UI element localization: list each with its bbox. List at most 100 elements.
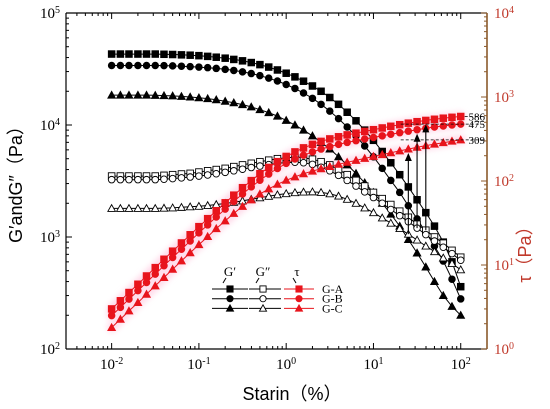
- data-point: [456, 265, 466, 274]
- data-point: [343, 131, 351, 139]
- data-point: [264, 184, 274, 193]
- data-point: [107, 50, 116, 58]
- crossover-arrowhead-g-b: [413, 133, 421, 142]
- legend-header: τ: [294, 264, 299, 279]
- data-point: [134, 50, 142, 58]
- data-point: [413, 117, 421, 126]
- data-point: [238, 68, 247, 76]
- data-point: [291, 148, 299, 156]
- data-point: [395, 146, 405, 155]
- data-point: [334, 171, 343, 180]
- data-point: [186, 231, 194, 239]
- data-point: [282, 69, 290, 77]
- data-point: [194, 93, 204, 102]
- data-point: [386, 209, 396, 218]
- data-point: [203, 93, 213, 103]
- y-left-tick-label: 105: [40, 5, 60, 23]
- data-point: [291, 84, 299, 93]
- data-point: [387, 122, 395, 131]
- y-right-tick-label: 101: [494, 257, 514, 275]
- data-point: [368, 207, 379, 217]
- data-point: [230, 191, 238, 199]
- data-point: [378, 164, 386, 173]
- data-point: [290, 172, 300, 181]
- data-point: [326, 93, 334, 102]
- data-point: [352, 136, 360, 145]
- data-point: [430, 123, 439, 131]
- data-point: [264, 74, 273, 82]
- data-point: [317, 87, 325, 96]
- data-point: [116, 297, 125, 305]
- data-point: [281, 175, 291, 184]
- data-point: [168, 247, 177, 255]
- data-point: [448, 249, 456, 258]
- data-point: [247, 183, 256, 191]
- data-point: [125, 295, 133, 303]
- data-point: [124, 90, 134, 99]
- data-point: [159, 203, 169, 212]
- data-point: [160, 261, 168, 270]
- data-point: [429, 276, 440, 286]
- data-point: [256, 169, 264, 178]
- data-point: [395, 120, 404, 129]
- data-point: [195, 172, 203, 180]
- data-point: [238, 57, 247, 65]
- data-point: [221, 199, 229, 207]
- data-point: [299, 151, 308, 159]
- data-point: [273, 157, 282, 166]
- data-point: [439, 114, 448, 122]
- data-point: [299, 89, 308, 97]
- data-point: [343, 108, 351, 116]
- data-point: [326, 107, 334, 115]
- data-point: [351, 155, 361, 164]
- data-point: [229, 208, 239, 217]
- data-point: [168, 253, 177, 262]
- data-point: [325, 189, 335, 198]
- data-point: [238, 190, 247, 198]
- data-point: [404, 119, 413, 127]
- data-point: [141, 90, 152, 99]
- data-point: [299, 77, 308, 85]
- data-point: [430, 237, 439, 245]
- data-point: [334, 133, 343, 141]
- data-point: [439, 243, 448, 251]
- data-point: [177, 62, 186, 70]
- data-point: [203, 171, 212, 179]
- data-point: [256, 162, 264, 170]
- data-point: [176, 256, 187, 265]
- data-point: [326, 135, 334, 143]
- series-storage-g-b: [107, 61, 465, 303]
- data-point: [316, 164, 326, 173]
- legend-header-tick: [292, 277, 297, 284]
- x-axis-title: Starin（%）: [242, 384, 341, 404]
- data-point: [186, 62, 194, 71]
- legend-label: G-C: [322, 301, 343, 315]
- data-point: [317, 145, 325, 153]
- data-point: [116, 303, 125, 312]
- data-point: [421, 241, 431, 250]
- x-tick-label: 100: [276, 356, 296, 374]
- data-point: [107, 322, 117, 332]
- data-point: [115, 90, 125, 99]
- data-point: [195, 229, 203, 237]
- data-point: [447, 136, 457, 145]
- legend-marker-loss: [258, 303, 268, 312]
- data-point: [290, 187, 300, 197]
- legend-header: G″: [256, 264, 271, 279]
- data-point: [273, 164, 282, 173]
- data-point: [230, 197, 238, 206]
- data-point: [264, 163, 273, 172]
- legend-marker-storage: [225, 303, 235, 312]
- data-point: [352, 129, 360, 137]
- data-point: [281, 188, 291, 198]
- data-point: [360, 135, 369, 143]
- data-point: [387, 130, 395, 139]
- data-point: [221, 54, 229, 62]
- data-point: [368, 151, 379, 160]
- data-point: [456, 295, 465, 303]
- series-stress-g-a: [107, 112, 465, 313]
- legend: G′ G″ τ G-AG-BG-C: [212, 264, 344, 315]
- data-point: [413, 125, 421, 134]
- data-point: [317, 100, 325, 109]
